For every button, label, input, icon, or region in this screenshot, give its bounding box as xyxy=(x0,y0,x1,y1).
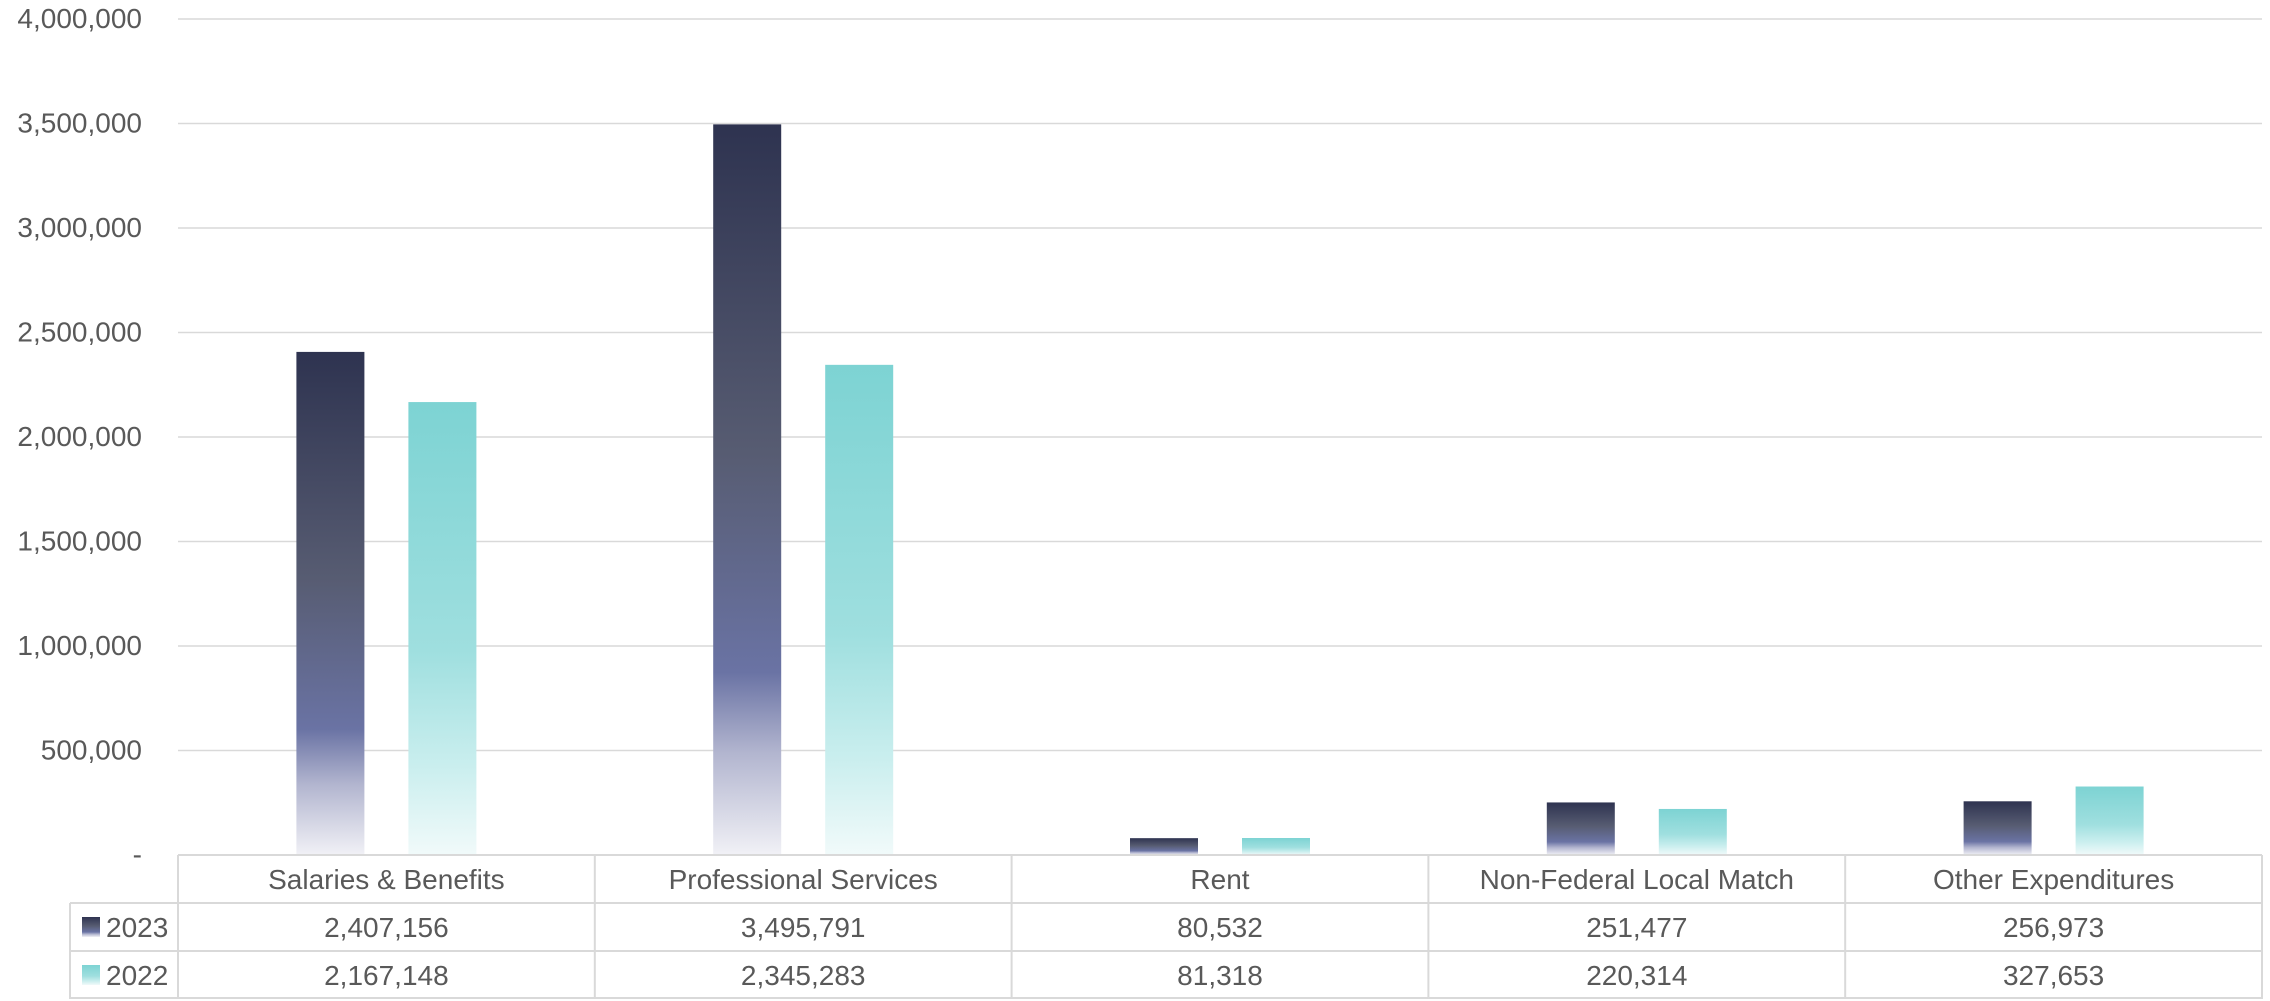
data-label: 2,407,156 xyxy=(324,912,449,943)
y-tick-label: 500,000 xyxy=(41,735,142,766)
data-label: 80,532 xyxy=(1177,912,1263,943)
y-tick-label: 1,500,000 xyxy=(17,526,142,557)
bar-2023-1 xyxy=(713,124,782,855)
bar-2023-3 xyxy=(1546,802,1615,855)
series-name: 2023 xyxy=(106,912,168,943)
y-tick-label: 2,000,000 xyxy=(17,421,142,452)
category-label: Other Expenditures xyxy=(1933,864,2174,895)
y-tick-label: 2,500,000 xyxy=(17,317,142,348)
data-label: 251,477 xyxy=(1586,912,1687,943)
y-tick-label: 1,000,000 xyxy=(17,630,142,661)
gridlines xyxy=(178,18,2262,752)
y-tick-label: 4,000,000 xyxy=(17,3,142,34)
bars xyxy=(296,124,2144,855)
data-label: 3,495,791 xyxy=(741,912,866,943)
y-tick-label: 3,000,000 xyxy=(17,212,142,243)
y-tick-label: 3,500,000 xyxy=(17,108,142,139)
bar-2022-4 xyxy=(2075,786,2144,855)
data-label: 81,318 xyxy=(1177,960,1263,991)
category-label: Rent xyxy=(1190,864,1249,895)
data-label: 220,314 xyxy=(1586,960,1687,991)
series-name: 2022 xyxy=(106,960,168,991)
y-tick-label: - xyxy=(133,839,142,870)
category-label: Non-Federal Local Match xyxy=(1480,864,1794,895)
data-label: 2,167,148 xyxy=(324,960,449,991)
bar-2023-2 xyxy=(1130,838,1198,855)
bar-2022-2 xyxy=(1242,838,1310,855)
legend-key-2023 xyxy=(82,917,100,937)
bar-2023-4 xyxy=(1963,801,2032,855)
data-table: Salaries & Benefits Professional Services… xyxy=(69,854,2263,999)
bar-2022-3 xyxy=(1658,808,1727,855)
data-label: 2,345,283 xyxy=(741,960,866,991)
bar-2023-0 xyxy=(296,351,365,855)
data-label: 256,973 xyxy=(2003,912,2104,943)
bar-2022-1 xyxy=(825,364,894,855)
category-label: Professional Services xyxy=(669,864,938,895)
category-label: Salaries & Benefits xyxy=(268,864,505,895)
bar-2022-0 xyxy=(408,402,477,855)
legend-key-2022 xyxy=(82,965,100,985)
data-label: 327,653 xyxy=(2003,960,2104,991)
y-axis: - 500,000 1,000,000 1,500,000 2,000,000 2,500… xyxy=(17,3,142,870)
